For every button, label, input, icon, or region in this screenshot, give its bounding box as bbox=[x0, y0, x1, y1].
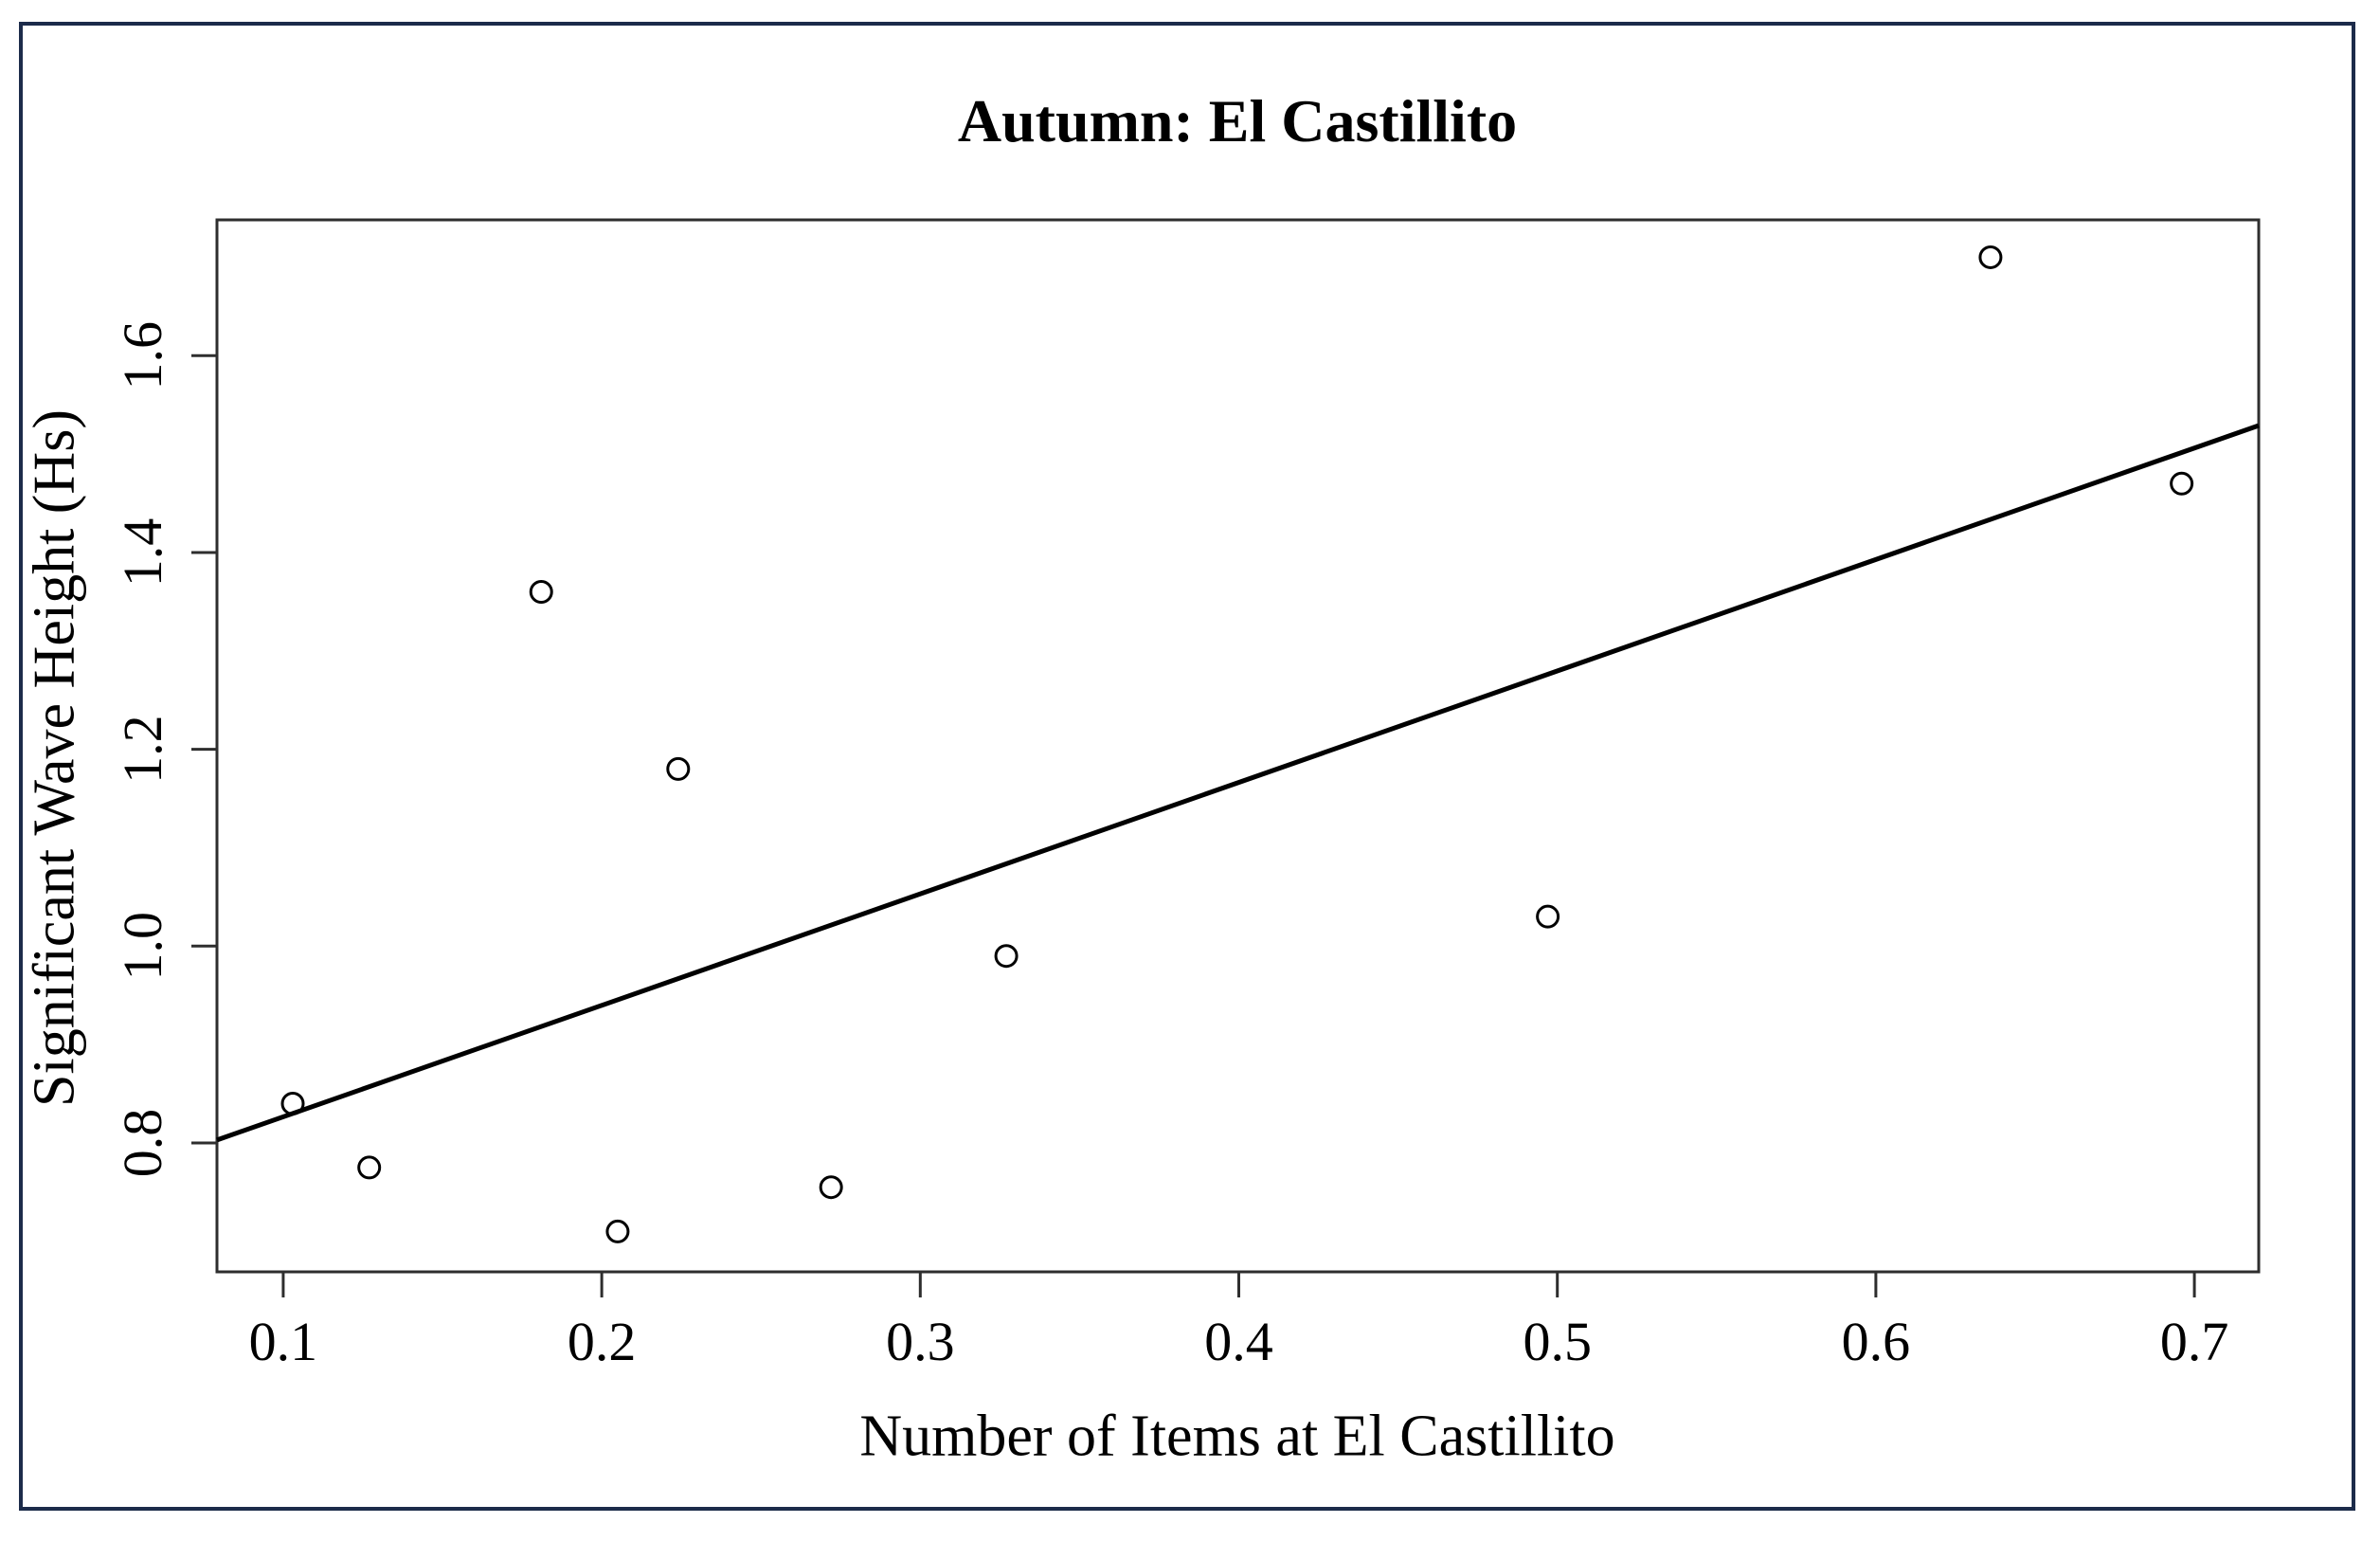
data-point bbox=[2170, 471, 2194, 496]
data-point bbox=[357, 1155, 382, 1180]
x-axis-tick-label: 0.7 bbox=[2160, 1311, 2229, 1372]
data-point bbox=[666, 756, 691, 781]
x-axis-tick-label: 0.6 bbox=[1842, 1311, 1911, 1372]
x-axis-tick-label: 0.2 bbox=[568, 1311, 637, 1372]
y-axis-tick-label: 1.6 bbox=[112, 321, 173, 390]
y-axis-tick-label: 1.4 bbox=[112, 518, 173, 588]
y-axis-tick-label: 1.2 bbox=[112, 715, 173, 784]
chart-title: Autumn: El Castillito bbox=[957, 87, 1518, 154]
y-axis-tick-label: 1.0 bbox=[112, 912, 173, 981]
data-point bbox=[819, 1175, 843, 1200]
data-point bbox=[529, 579, 553, 604]
x-axis-tick-label: 0.3 bbox=[886, 1311, 955, 1372]
y-axis-tick-label: 0.8 bbox=[112, 1109, 173, 1178]
data-point bbox=[605, 1219, 630, 1243]
x-axis-tick-label: 0.1 bbox=[249, 1311, 318, 1372]
data-point bbox=[994, 944, 1019, 969]
data-point bbox=[1978, 245, 2003, 269]
x-axis-tick-label: 0.5 bbox=[1523, 1311, 1592, 1372]
data-point bbox=[1536, 904, 1560, 929]
x-axis-title: Number of Items at El Castillito bbox=[859, 1404, 1615, 1469]
plot-frame bbox=[215, 218, 2261, 1274]
trend-line bbox=[216, 423, 2260, 1143]
data-point bbox=[280, 1091, 305, 1115]
x-axis-tick-label: 0.4 bbox=[1204, 1311, 1273, 1372]
